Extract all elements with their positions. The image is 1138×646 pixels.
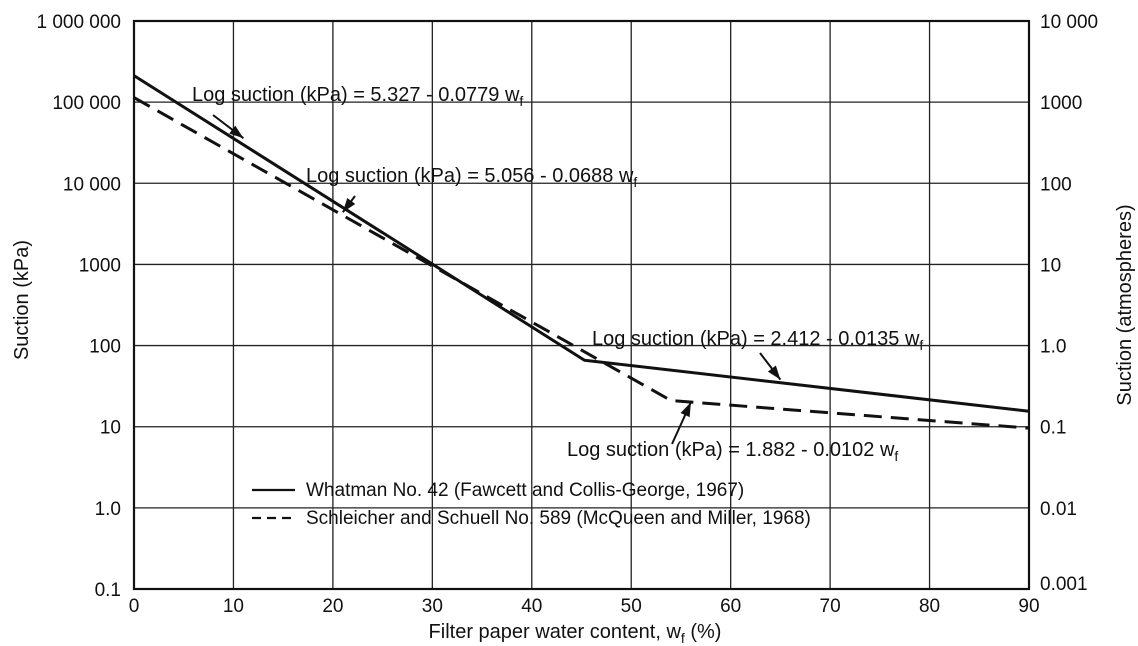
y-left-axis-label: Suction (kPa) [11,240,33,360]
y-right-tick-label: 0.01 [1040,499,1077,520]
y-right-axis-label: Suction (atmospheres) [1114,204,1136,405]
equation-arrowhead [680,402,691,418]
x-tick-label: 80 [919,596,940,617]
legend-label: Whatman No. 42 (Fawcett and Collis-Georg… [306,480,744,501]
plot-frame [132,19,1031,591]
x-tick-label: 40 [521,596,542,617]
y-right-tick-label: 10 000 [1040,12,1098,33]
y-right-tick-label: 100 [1040,174,1072,195]
y-left-tick-label: 100 [89,337,121,358]
series-lines [133,74,1030,430]
x-axis-label-main: Filter paper water content, w [429,621,682,643]
y-right-tick-label: 10 [1040,255,1061,276]
equation-arrowhead [767,365,781,380]
equation-label: Log suction (kPa) = 5.327 - 0.0779 wf [192,84,523,109]
x-tick-labels: 0 10 20 30 40 50 60 70 80 90 [129,596,1040,617]
y-left-tick-label: 0.1 [95,580,121,601]
equation-arrowhead [342,198,356,213]
x-axis-label: Filter paper water content, wf (%) [429,621,722,646]
x-axis-label-suffix: (%) [685,621,722,643]
y-left-tick-label: 1000 [79,255,121,276]
x-axis-label-sub: f [681,630,685,646]
y-left-tick-labels: 0.1 1.0 10 100 1000 10 000 100 000 1 000 000 [36,12,121,601]
y-left-tick-label: 1.0 [95,499,121,520]
y-right-tick-label: 0.1 [1040,418,1066,439]
y-left-tick-label: 10 [100,418,121,439]
legend: Whatman No. 42 (Fawcett and Collis-Georg… [252,480,811,529]
equation-label: Log suction (kPa) = 1.882 - 0.0102 wf [567,439,898,464]
x-tick-label: 70 [820,596,841,617]
y-left-tick-label: 1 000 000 [36,12,121,33]
x-tick-label: 30 [422,596,443,617]
y-right-tick-label: 0.001 [1040,574,1088,595]
x-tick-label: 20 [322,596,343,617]
equation-annotations: Log suction (kPa) = 5.327 - 0.0779 wf Log… [192,84,923,464]
x-tick-label: 90 [1018,596,1039,617]
y-left-tick-label: 10 000 [63,174,121,195]
equation-arrowhead [229,125,244,139]
legend-label: Schleicher and Schuell No. 589 (McQueen … [306,508,811,529]
grid [134,21,1029,589]
x-tick-label: 0 [129,596,140,617]
series-line-whatman [133,74,1030,413]
x-tick-label: 50 [621,596,642,617]
x-tick-label: 10 [223,596,244,617]
equation-label: Log suction (kPa) = 5.056 - 0.0688 wf [306,165,637,190]
x-tick-label: 60 [720,596,741,617]
series-line-schleicher [133,96,1030,430]
equation-label: Log suction (kPa) = 2.412 - 0.0135 wf [592,328,923,353]
y-left-tick-label: 100 000 [52,93,121,114]
y-right-tick-label: 1.0 [1040,337,1066,358]
y-right-tick-label: 1000 [1040,93,1082,114]
y-right-tick-labels: 0.001 0.01 0.1 1.0 10 100 1000 10 000 [1040,12,1098,595]
